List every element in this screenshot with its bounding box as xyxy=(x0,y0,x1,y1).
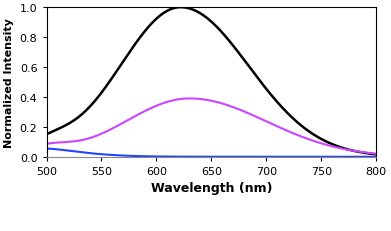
2 xyxy=(204,156,209,158)
5 xyxy=(204,18,209,20)
5 xyxy=(178,7,183,9)
2 xyxy=(364,156,369,158)
2 xyxy=(196,156,201,158)
4 xyxy=(196,98,201,101)
Line: 5: 5 xyxy=(47,8,376,155)
4 xyxy=(304,137,308,140)
5 xyxy=(364,152,369,155)
4 xyxy=(364,152,369,154)
5 xyxy=(44,133,49,136)
5 xyxy=(374,153,378,156)
2 xyxy=(61,149,66,152)
2 xyxy=(374,156,378,158)
5 xyxy=(364,152,369,155)
Line: 4: 4 xyxy=(47,99,376,154)
X-axis label: Wavelength (nm): Wavelength (nm) xyxy=(151,182,272,195)
2 xyxy=(364,156,369,158)
Y-axis label: Normalized Intensity: Normalized Intensity xyxy=(4,18,14,147)
4 xyxy=(374,153,378,155)
4 xyxy=(364,152,369,154)
5 xyxy=(196,12,201,14)
4 xyxy=(187,98,192,100)
4 xyxy=(204,99,209,102)
4 xyxy=(61,141,66,144)
2 xyxy=(44,148,49,150)
4 xyxy=(44,143,49,146)
5 xyxy=(61,125,66,128)
Line: 2: 2 xyxy=(47,149,376,157)
5 xyxy=(304,128,308,131)
2 xyxy=(304,156,308,158)
